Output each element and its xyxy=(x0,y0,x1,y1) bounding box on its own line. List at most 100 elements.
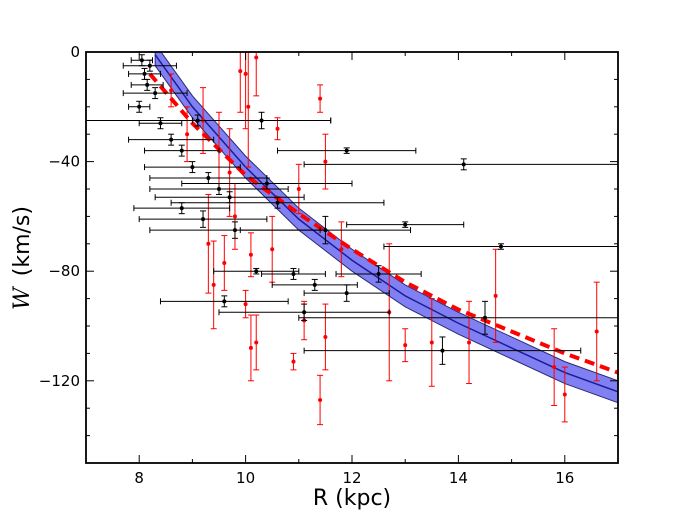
black-point-32 xyxy=(298,300,618,335)
data-marker xyxy=(467,340,472,345)
red-point-13 xyxy=(210,240,217,330)
black-point-2 xyxy=(122,59,177,72)
black-point-28 xyxy=(271,278,358,291)
data-marker xyxy=(238,69,243,74)
data-marker xyxy=(291,271,296,276)
data-marker xyxy=(296,187,301,191)
red-point-1 xyxy=(184,106,191,163)
y-tick-label: −40 xyxy=(48,153,80,171)
red-point-19 xyxy=(253,314,260,371)
red-point-25 xyxy=(322,303,329,371)
data-marker xyxy=(222,260,227,265)
data-marker xyxy=(264,181,269,186)
red-point-31 xyxy=(492,248,499,343)
black-point-19 xyxy=(170,196,385,209)
black-point-27 xyxy=(159,295,289,308)
black-point-20 xyxy=(277,147,417,154)
y-tick-label: 0 xyxy=(70,43,80,61)
red-point-29 xyxy=(428,298,435,387)
data-marker xyxy=(344,291,349,296)
data-marker xyxy=(312,282,317,287)
red-point-21 xyxy=(290,352,297,371)
data-marker xyxy=(493,293,498,298)
red-point-9 xyxy=(274,117,281,141)
data-marker xyxy=(318,96,323,101)
black-point-26 xyxy=(213,267,300,275)
data-marker xyxy=(227,195,232,200)
data-marker xyxy=(201,217,206,222)
data-marker xyxy=(376,271,381,276)
data-marker xyxy=(158,121,163,126)
black-point-33 xyxy=(303,336,582,365)
x-tick-label: 12 xyxy=(342,469,361,487)
data-marker xyxy=(227,170,232,175)
data-marker xyxy=(243,71,248,76)
x-axis-title: R (kpc) xyxy=(313,486,391,511)
data-marker xyxy=(153,91,158,96)
data-marker xyxy=(275,126,280,131)
data-marker xyxy=(403,343,408,348)
black-point-3 xyxy=(130,78,164,91)
data-marker xyxy=(185,132,190,137)
data-marker xyxy=(339,247,344,252)
y-axis-unit: (km/s) xyxy=(10,206,35,276)
data-marker xyxy=(217,187,221,191)
red-point-6 xyxy=(242,52,249,130)
red-point-12 xyxy=(205,193,212,294)
data-marker xyxy=(323,159,328,164)
red-point-33 xyxy=(561,366,568,423)
data-marker xyxy=(222,299,227,304)
y-axis-symbol: W xyxy=(10,285,35,310)
model-band xyxy=(154,52,618,404)
data-marker xyxy=(318,397,323,402)
data-marker xyxy=(259,118,264,123)
red-point-18 xyxy=(247,314,254,382)
black-point-30 xyxy=(218,303,390,322)
red-point-24 xyxy=(317,374,324,426)
data-marker xyxy=(440,348,445,353)
red-point-17 xyxy=(247,232,254,278)
data-marker xyxy=(562,392,567,397)
black-point-23 xyxy=(346,221,465,228)
x-tick-label: 16 xyxy=(555,469,574,487)
x-tick-label: 10 xyxy=(236,469,255,487)
data-marker xyxy=(145,82,150,87)
data-marker xyxy=(179,206,184,211)
red-point-16 xyxy=(242,289,249,319)
red-point-34 xyxy=(593,281,600,382)
data-marker xyxy=(190,165,195,170)
black-point-22 xyxy=(239,215,412,245)
red-point-32 xyxy=(551,328,558,406)
y-axis-title: W (km/s) xyxy=(10,206,35,310)
x-tick-label: 8 xyxy=(134,469,144,487)
data-marker xyxy=(594,329,599,334)
data-marker xyxy=(243,302,248,307)
red-point-10 xyxy=(317,84,324,113)
black-point-24 xyxy=(335,265,422,283)
data-marker xyxy=(254,340,259,345)
x-tick-label: 14 xyxy=(449,469,468,487)
data-marker xyxy=(169,137,174,142)
black-point-6 xyxy=(138,117,183,130)
red-point-0 xyxy=(168,73,175,108)
data-marker xyxy=(206,241,211,246)
red-point-30 xyxy=(466,300,473,385)
data-marker xyxy=(206,176,211,181)
y-tick-label: −80 xyxy=(48,262,80,280)
data-marker xyxy=(232,214,237,219)
data-marker xyxy=(403,222,408,227)
red-point-28 xyxy=(402,328,409,363)
data-marker xyxy=(270,247,275,252)
red-point-22 xyxy=(295,163,302,215)
y-tick-label: −120 xyxy=(39,372,80,390)
data-marker xyxy=(461,162,466,167)
data-marker xyxy=(498,244,503,249)
data-marker xyxy=(291,359,296,364)
red-point-26 xyxy=(338,221,345,278)
data-marker xyxy=(232,228,237,233)
data-marker xyxy=(323,334,328,339)
red-point-8 xyxy=(253,52,260,97)
data-marker xyxy=(344,148,349,153)
data-marker xyxy=(254,55,259,60)
red-point-5 xyxy=(237,52,244,113)
